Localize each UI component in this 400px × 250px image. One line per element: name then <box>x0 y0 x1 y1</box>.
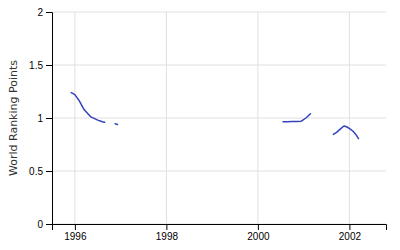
x-tick: 2000 <box>247 224 270 242</box>
line <box>283 114 310 122</box>
y-tick: 2 <box>37 7 52 18</box>
line <box>333 126 358 139</box>
grid-line-y <box>52 65 386 66</box>
y-tick-label: 0.5 <box>29 166 43 177</box>
y-tick-mark <box>46 171 52 172</box>
x-tick: 1998 <box>156 224 179 242</box>
y-tick: 1 <box>37 113 52 124</box>
y-tick-label: 1.5 <box>29 60 43 71</box>
x-tick-mark <box>166 224 167 230</box>
x-tick: 2002 <box>339 224 362 242</box>
x-tick-mark <box>349 224 350 230</box>
y-tick: 0.5 <box>29 166 52 177</box>
x-tick-mark <box>258 224 259 230</box>
y-tick-label: 0 <box>37 219 43 230</box>
chart: 1996 1998 2000 2002 0 0.5 1 1.5 2 World Ranking P… <box>0 0 400 250</box>
y-axis-title: World Ranking Points <box>7 60 20 176</box>
y-axis: 0 0.5 1 1.5 2 <box>29 7 52 230</box>
plot-area <box>71 93 358 139</box>
y-tick-label: 1 <box>37 113 43 124</box>
y-axis-line <box>46 13 53 225</box>
grid-line-y <box>52 12 386 13</box>
grid <box>52 12 386 224</box>
y-tick-mark <box>46 118 52 119</box>
x-axis-line <box>53 225 387 231</box>
y-tick-mark <box>46 12 52 13</box>
x-tick-label: 1996 <box>64 231 87 242</box>
line <box>71 93 104 123</box>
x-tick-label: 1998 <box>156 231 179 242</box>
y-tick-label: 2 <box>37 7 43 18</box>
x-tick: 1996 <box>64 224 87 242</box>
y-tick-mark <box>46 65 52 66</box>
y-tick: 0 <box>37 219 52 230</box>
grid-line-y <box>52 171 386 172</box>
grid-line-y <box>52 118 386 119</box>
y-tick: 1.5 <box>29 60 52 71</box>
x-tick-mark <box>75 224 76 230</box>
x-axis: 1996 1998 2000 2002 <box>53 224 387 242</box>
x-tick-label: 2000 <box>247 231 270 242</box>
line <box>115 123 117 125</box>
y-tick-mark <box>46 224 52 225</box>
x-tick-label: 2002 <box>339 231 362 242</box>
